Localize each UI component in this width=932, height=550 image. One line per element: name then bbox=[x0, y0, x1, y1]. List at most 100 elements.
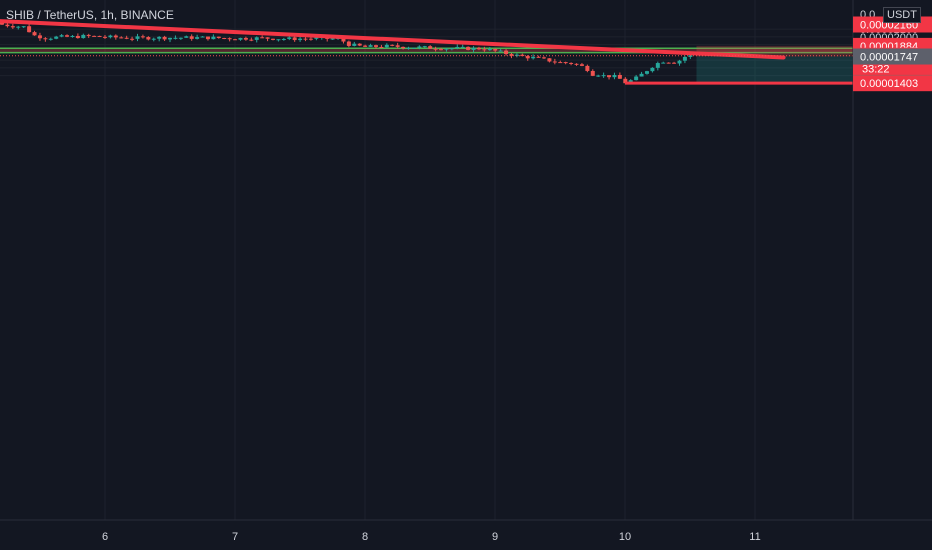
candle-bull bbox=[195, 37, 200, 39]
candle-bull bbox=[70, 35, 75, 37]
currency-button[interactable]: USDT bbox=[883, 7, 921, 23]
candle-bear bbox=[563, 62, 568, 64]
candle-bear bbox=[466, 46, 471, 50]
candle-bull bbox=[173, 37, 178, 39]
candle-bull bbox=[298, 38, 303, 41]
candle-bear bbox=[666, 62, 671, 64]
candle-bear bbox=[260, 37, 265, 39]
candle-bear bbox=[482, 49, 487, 51]
candle-bull bbox=[677, 60, 682, 64]
supply-zone bbox=[0, 48, 853, 53]
candle-bear bbox=[222, 37, 227, 39]
drawing-lines bbox=[0, 19, 853, 85]
candle-bear bbox=[373, 45, 378, 47]
candle-bull bbox=[200, 36, 205, 38]
candle-bear bbox=[0, 22, 4, 25]
candle-bear bbox=[189, 36, 194, 39]
candle-bull bbox=[330, 38, 335, 40]
candle-bear bbox=[569, 62, 574, 64]
candle-bull bbox=[460, 46, 465, 48]
candle-bear bbox=[227, 38, 232, 40]
candle-bear bbox=[5, 24, 10, 27]
candle-bull bbox=[471, 47, 476, 50]
candle-bull bbox=[384, 44, 389, 48]
candle-bull bbox=[254, 37, 259, 40]
candle-bull bbox=[157, 36, 162, 39]
x-tick-label: 6 bbox=[102, 531, 108, 543]
position-target-zone bbox=[696, 56, 853, 83]
candle-bear bbox=[579, 64, 584, 66]
descending-trendline bbox=[0, 19, 786, 60]
candle-bull bbox=[238, 37, 243, 40]
candle-bear bbox=[97, 35, 102, 37]
candle-bear bbox=[590, 70, 595, 76]
symbol-title[interactable]: SHIB / TetherUS, 1h, BINANCE bbox=[6, 8, 174, 22]
candle-bull bbox=[531, 56, 536, 59]
price-label-box bbox=[853, 48, 932, 65]
candle-bear bbox=[216, 36, 221, 38]
candle-bull bbox=[406, 47, 411, 49]
candle-bear bbox=[547, 58, 552, 62]
candle-bear bbox=[124, 37, 129, 39]
candle-bear bbox=[113, 35, 118, 38]
candle-bull bbox=[634, 76, 639, 81]
candle-bear bbox=[43, 38, 48, 40]
candle-bear bbox=[504, 50, 509, 55]
candle-bear bbox=[574, 63, 579, 65]
x-tick-label: 11 bbox=[749, 531, 760, 543]
candlestick-series bbox=[0, 20, 693, 85]
candle-bull bbox=[81, 34, 86, 39]
candle-bear bbox=[75, 35, 80, 39]
candle-bear bbox=[439, 49, 444, 51]
candle-bull bbox=[444, 48, 449, 50]
candle-bull bbox=[655, 63, 660, 68]
candle-bear bbox=[243, 37, 248, 40]
candle-bull bbox=[639, 73, 644, 77]
price-label: 0.00001747 bbox=[860, 52, 918, 64]
candle-bull bbox=[281, 38, 286, 40]
candle-bear bbox=[542, 57, 546, 59]
candle-bear bbox=[585, 65, 590, 71]
candle-bear bbox=[525, 56, 530, 59]
candle-bear bbox=[10, 26, 15, 28]
candle-bull bbox=[455, 46, 460, 49]
candle-bear bbox=[493, 48, 498, 51]
candle-bear bbox=[623, 78, 628, 84]
candle-countdown: 33:22 bbox=[862, 64, 890, 76]
candle-bull bbox=[59, 35, 64, 37]
candle-bull bbox=[54, 36, 59, 39]
candle-bear bbox=[363, 45, 368, 47]
candle-bear bbox=[672, 62, 677, 64]
candle-bear bbox=[146, 37, 151, 40]
position-stop-zone bbox=[696, 45, 853, 57]
candle-bull bbox=[21, 26, 26, 28]
candle-bear bbox=[205, 36, 210, 40]
candle-bear bbox=[271, 38, 275, 40]
candle-bull bbox=[417, 46, 422, 48]
candle-bull bbox=[411, 47, 416, 49]
candle-bull bbox=[168, 37, 173, 40]
candle-bull bbox=[314, 37, 319, 39]
candle-bear bbox=[341, 37, 346, 42]
price-label: 0.00001403 bbox=[860, 78, 918, 90]
candle-bear bbox=[37, 35, 42, 39]
candle-bear bbox=[509, 54, 514, 56]
candle-bull bbox=[644, 71, 649, 74]
candle-bull bbox=[368, 45, 373, 47]
candle-bear bbox=[92, 35, 97, 37]
time-axis-panel[interactable] bbox=[0, 520, 932, 550]
candle-bull bbox=[650, 67, 655, 72]
candle-bear bbox=[558, 62, 563, 64]
candle-bull bbox=[487, 48, 492, 51]
x-tick-label: 9 bbox=[492, 531, 498, 543]
candle-bull bbox=[449, 48, 454, 50]
candle-bear bbox=[617, 74, 622, 79]
candle-bear bbox=[65, 35, 70, 37]
price-label-box bbox=[853, 75, 932, 92]
candle-bear bbox=[303, 38, 308, 40]
candle-bear bbox=[27, 26, 32, 33]
candle-bull bbox=[352, 43, 357, 46]
candle-bear bbox=[379, 46, 384, 48]
